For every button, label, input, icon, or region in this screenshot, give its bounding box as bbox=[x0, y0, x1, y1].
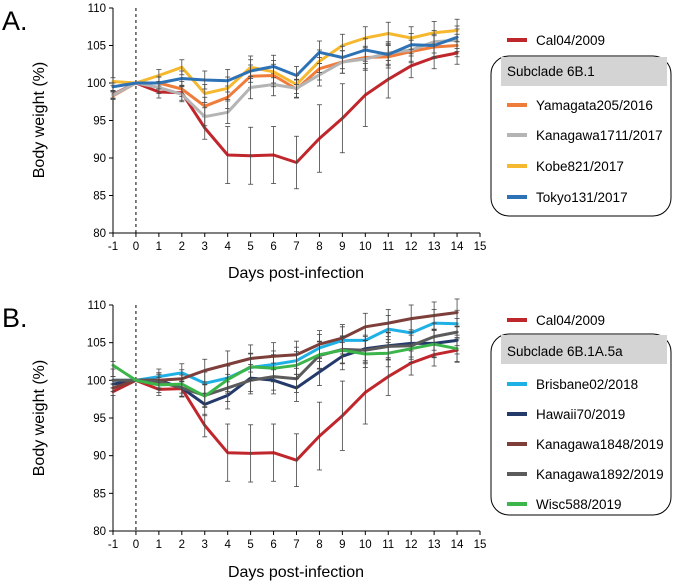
y-tick-label: 80 bbox=[93, 228, 106, 240]
series-line bbox=[111, 29, 459, 95]
legend-label: Kanagawa1711/2017 bbox=[536, 128, 663, 143]
series-cal04-2009 bbox=[110, 338, 460, 487]
series-line bbox=[111, 35, 459, 89]
x-tick-label: 13 bbox=[428, 241, 441, 253]
series-line bbox=[111, 44, 459, 108]
x-tick-label: 9 bbox=[339, 539, 345, 551]
x-tick-label: 1 bbox=[156, 539, 162, 551]
legend-label: Kobe821/2017 bbox=[536, 159, 624, 174]
y-tick-label: 110 bbox=[88, 300, 106, 312]
x-tick-label: -1 bbox=[108, 539, 118, 551]
x-tick-label: 6 bbox=[270, 539, 276, 551]
series-line bbox=[111, 348, 459, 462]
x-tick-label: 11 bbox=[382, 241, 394, 253]
series-tokyo131-2017 bbox=[110, 25, 460, 93]
legend-label: Hawaii70/2019 bbox=[536, 407, 625, 422]
series-line bbox=[111, 311, 459, 390]
x-axis-title: Days post-infection bbox=[228, 265, 364, 282]
series-line bbox=[111, 342, 459, 398]
series-line bbox=[111, 321, 459, 385]
legend: Cal04/2009 Subclade 6B.1A.5a Brisbane02/20… bbox=[490, 313, 672, 516]
series-wisc588-2019 bbox=[110, 330, 460, 408]
x-tick-label: 7 bbox=[293, 539, 299, 551]
x-tick-label: 15 bbox=[474, 241, 487, 253]
y-tick-label: 95 bbox=[93, 116, 106, 128]
panel-label: B. bbox=[2, 303, 28, 333]
y-tick-label: 90 bbox=[93, 451, 106, 463]
x-tick-label: 1 bbox=[156, 241, 162, 253]
y-tick-label: 100 bbox=[87, 78, 106, 90]
legend-group-box bbox=[490, 55, 672, 217]
legend-label: Brisbane02/2018 bbox=[536, 377, 638, 392]
x-tick-label: 4 bbox=[224, 539, 231, 551]
legend-group-box bbox=[490, 333, 672, 516]
x-tick-label: 15 bbox=[474, 539, 487, 551]
legend-label: Yamagata205/2016 bbox=[536, 98, 653, 113]
y-tick-label: 85 bbox=[93, 488, 106, 500]
y-tick-label: 80 bbox=[93, 526, 106, 538]
y-tick-label: 105 bbox=[87, 338, 106, 350]
x-axis-title: Days post-infection bbox=[228, 564, 364, 581]
x-tick-label: 7 bbox=[293, 241, 299, 253]
legend-group-title: Subclade 6B.1A.5a bbox=[507, 344, 623, 359]
legend-group-header bbox=[501, 57, 667, 86]
y-tick-label: 100 bbox=[87, 375, 106, 387]
panel-label: A. bbox=[2, 6, 28, 36]
legend-label: Tokyo131/2017 bbox=[536, 190, 628, 205]
x-tick-label: 10 bbox=[359, 539, 372, 551]
x-tick-label: 2 bbox=[179, 241, 185, 253]
x-tick-label: 13 bbox=[428, 539, 441, 551]
x-tick-label: -1 bbox=[108, 241, 118, 253]
x-tick-label: 8 bbox=[316, 539, 322, 551]
legend-label: Wisc588/2019 bbox=[536, 497, 622, 512]
y-tick-label: 110 bbox=[88, 3, 106, 15]
x-tick-label: 14 bbox=[451, 539, 464, 551]
x-tick-label: 10 bbox=[359, 241, 372, 253]
legend-label: Cal04/2009 bbox=[536, 313, 605, 328]
series-line bbox=[111, 38, 459, 119]
x-tick-label: 9 bbox=[339, 241, 345, 253]
series-hawaii70-2019 bbox=[110, 326, 460, 417]
y-tick-label: 105 bbox=[87, 41, 106, 53]
x-tick-label: 14 bbox=[451, 241, 464, 253]
x-tick-label: 11 bbox=[382, 539, 394, 551]
x-tick-label: 2 bbox=[179, 539, 185, 551]
legend-label: Kanagawa1892/2019 bbox=[536, 467, 664, 482]
x-tick-label: 0 bbox=[133, 539, 139, 551]
x-tick-label: 3 bbox=[202, 539, 208, 551]
legend-group-title: Subclade 6B.1 bbox=[507, 64, 595, 79]
y-tick-label: 95 bbox=[93, 413, 106, 425]
legend-label: Kanagawa1848/2019 bbox=[536, 437, 664, 452]
y-tick-label: 85 bbox=[93, 191, 106, 203]
x-tick-label: 3 bbox=[202, 241, 208, 253]
y-tick-label: 90 bbox=[93, 153, 106, 165]
y-axis-title: Body weight (%) bbox=[31, 360, 48, 477]
x-tick-label: 5 bbox=[247, 539, 253, 551]
x-tick-label: 4 bbox=[224, 241, 231, 253]
x-tick-label: 0 bbox=[133, 241, 139, 253]
series-cal04-2009 bbox=[110, 41, 460, 190]
x-tick-label: 8 bbox=[316, 241, 322, 253]
legend-group-header bbox=[501, 335, 667, 364]
legend-label: Cal04/2009 bbox=[536, 33, 605, 48]
legend: Cal04/2009 Subclade 6B.1 Yamagata205/2016 K… bbox=[490, 33, 672, 217]
x-tick-label: 6 bbox=[270, 241, 276, 253]
x-tick-label: 12 bbox=[405, 241, 418, 253]
x-tick-label: 12 bbox=[405, 539, 418, 551]
x-tick-label: 5 bbox=[247, 241, 253, 253]
y-axis-title: Body weight (%) bbox=[31, 62, 48, 179]
